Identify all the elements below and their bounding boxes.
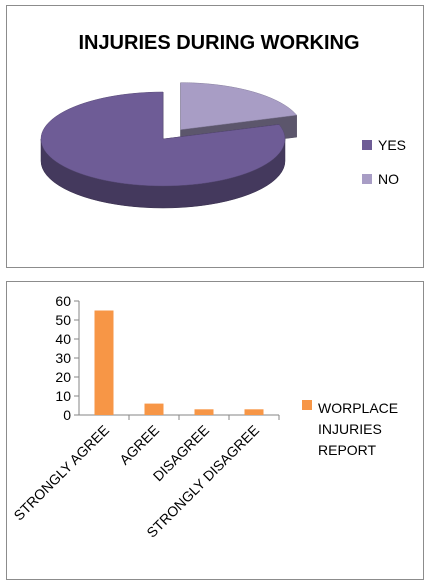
y-tick-label: 20 [55, 369, 71, 385]
bar-disagree [194, 409, 214, 415]
legend-swatch-worplace-injuries-report [302, 400, 312, 410]
legend-label-yes: YES [378, 137, 406, 153]
y-tick-label: 30 [55, 350, 71, 366]
bar-chart: 0 10 20 30 40 50 60 STRONGLY AGREE AGREEDISAGRE… [10, 293, 398, 541]
legend-label-line-2: INJURIES [318, 421, 382, 437]
pie-chart-panel: INJURIES DURING WORKING YES NO [6, 5, 424, 268]
y-tick-label: 60 [55, 293, 71, 309]
legend-label-no: NO [378, 171, 399, 187]
bar-bars [94, 310, 264, 415]
y-tick-label: 0 [63, 407, 71, 423]
bar-legend: WORPLACE INJURIES REPORT [302, 400, 398, 458]
x-category-label: AGREE [116, 422, 162, 468]
y-tick-label: 40 [55, 331, 71, 347]
bar-chart-panel: 0 10 20 30 40 50 60 STRONGLY AGREE AGREE DISAGRE… [6, 281, 424, 580]
bar-y-ticks: 0 10 20 30 40 50 60 [55, 293, 79, 423]
legend-swatch-yes [362, 140, 372, 150]
pie-slice-yes [40, 91, 286, 209]
pie-slices [40, 82, 298, 209]
bar-strongly-agree [94, 310, 114, 415]
legend-label-line-3: REPORT [318, 442, 377, 458]
y-tick-label: 50 [55, 312, 71, 328]
legend-swatch-no [362, 174, 372, 184]
x-category-label: STRONGLY AGREE [10, 422, 112, 524]
legend-label-line-1: WORPLACE [318, 400, 398, 416]
bar-strongly-disagree [244, 409, 264, 415]
y-tick-label: 10 [55, 388, 71, 404]
pie-legend: YES NO [362, 137, 406, 187]
pie-chart-title: INJURIES DURING WORKING [78, 32, 359, 54]
bar-agree [144, 403, 164, 415]
pie-chart: INJURIES DURING WORKING YES NO [40, 32, 406, 209]
